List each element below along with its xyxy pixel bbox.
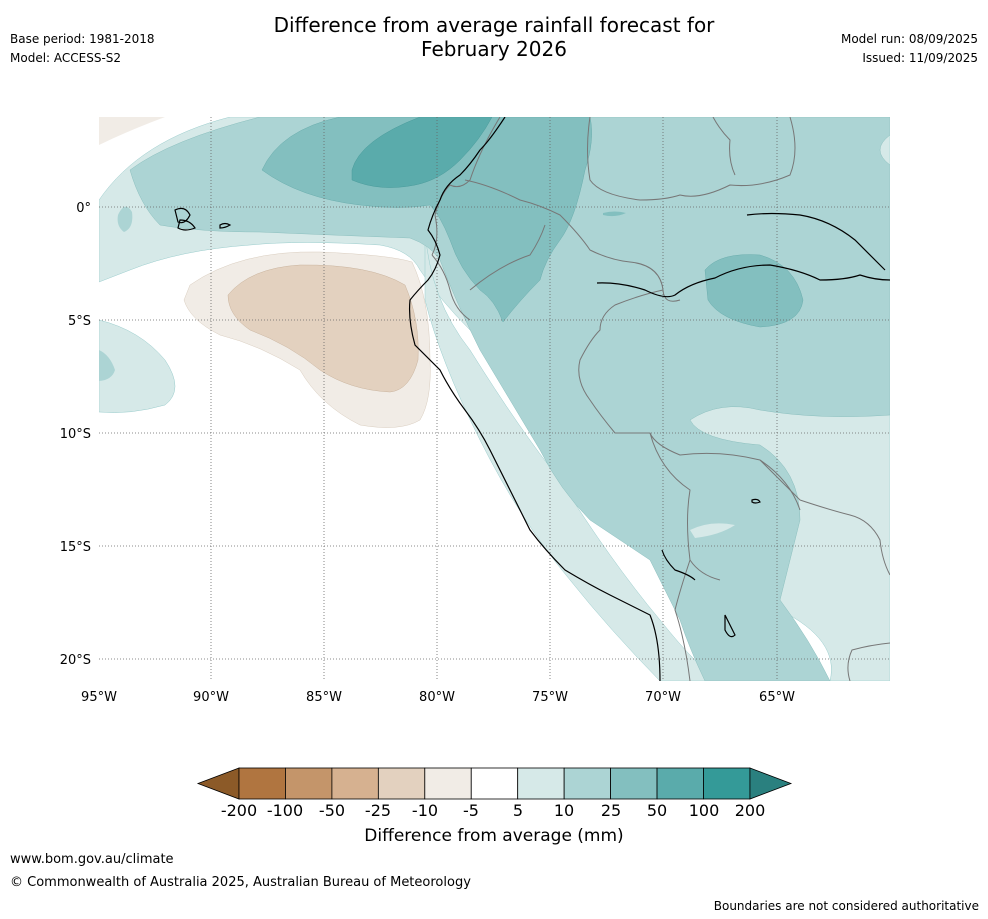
colorbar-segment (517, 767, 565, 800)
dry-zone-minus10 (227, 264, 419, 393)
lat-label: 0° (76, 201, 91, 216)
wet-patch-25-50-small (603, 211, 626, 217)
dry-patch-northwest (99, 117, 165, 145)
colorbar-extend-low (196, 767, 240, 800)
meta-right: Model run: 08/09/2025 Issued: 11/09/2025 (841, 30, 978, 68)
issued-date: Issued: 11/09/2025 (862, 51, 978, 65)
legend-tick: -200 (221, 801, 257, 820)
lon-label: 90°W (193, 690, 229, 705)
colorbar-segment (238, 767, 286, 800)
legend-tick: -100 (267, 801, 303, 820)
legend-tick: 25 (601, 801, 621, 820)
legend-tick: 100 (689, 801, 720, 820)
legend-tick: -50 (319, 801, 345, 820)
lon-label: 80°W (419, 690, 455, 705)
title-line-2: February 2026 (421, 37, 567, 61)
latitude-labels: 0° 5°S 10°S 15°S 20°S (60, 201, 91, 668)
meta-left: Base period: 1981-2018 Model: ACCESS-S2 (10, 30, 155, 68)
colorbar-segment (656, 767, 704, 800)
model-name: Model: ACCESS-S2 (10, 51, 122, 65)
lat-label: 15°S (60, 540, 91, 555)
legend-title: Difference from average (mm) (364, 826, 624, 846)
lat-label: 20°S (60, 653, 91, 668)
colorbar-segment (331, 767, 379, 800)
longitude-labels: 95°W 90°W 85°W 80°W 75°W 70°W 65°W (81, 690, 795, 705)
country-borders (431, 117, 890, 681)
map-title: Difference from average rainfall forecas… (0, 13, 988, 61)
base-period: Base period: 1981-2018 (10, 32, 155, 46)
lon-label: 65°W (759, 690, 795, 705)
legend-tick: 5 (513, 801, 523, 820)
wet-zone-10-25 (129, 117, 890, 681)
wet-zone-25-50-amazon (704, 254, 804, 328)
colorbar-segment (470, 767, 519, 800)
wet-zone-50-100 (351, 117, 493, 188)
wet-patch-small-10-25 (117, 206, 133, 232)
colorbar-segment (703, 767, 751, 800)
wet-patch-west-10-25 (99, 350, 115, 381)
colorbar-segment (377, 767, 426, 800)
legend-tick: 10 (554, 801, 574, 820)
lon-label: 70°W (645, 690, 681, 705)
colorbar-segment (424, 767, 472, 800)
colorbar-segment (610, 767, 658, 800)
wet-zone-5-10-west (99, 319, 176, 413)
lon-label: 85°W (306, 690, 342, 705)
footer-url: www.bom.gov.au/climate (10, 852, 174, 867)
legend-tick: -10 (412, 801, 438, 820)
map-field (99, 117, 890, 681)
footer-copyright: © Commonwealth of Australia 2025, Austra… (10, 875, 471, 890)
legend-tick: 50 (647, 801, 667, 820)
lon-label: 75°W (532, 690, 568, 705)
colorbar-segment (563, 767, 612, 800)
coastline (174, 117, 890, 681)
wet-patch-small2 (690, 523, 735, 538)
colorbar-segment (285, 767, 333, 800)
legend-tick: -25 (365, 801, 391, 820)
lat-label: 5°S (68, 314, 91, 329)
legend-tick: 200 (735, 801, 766, 820)
lat-label: 10°S (60, 427, 91, 442)
footer-note: Boundaries are not considered authoritat… (713, 899, 979, 913)
model-run-date: Model run: 08/09/2025 (840, 32, 978, 46)
title-line-1: Difference from average rainfall forecas… (273, 13, 715, 37)
wet-zone-25-50-north (261, 117, 592, 323)
colorbar-extend-high (749, 767, 793, 800)
colorbar-segments (196, 767, 793, 800)
colorbar-tick-labels: -200 -100 -50 -25 -10 -5 5 10 25 50 100 … (221, 801, 765, 820)
lon-label: 95°W (81, 690, 117, 705)
legend-tick: -5 (463, 801, 479, 820)
map-gridlines (99, 117, 890, 681)
